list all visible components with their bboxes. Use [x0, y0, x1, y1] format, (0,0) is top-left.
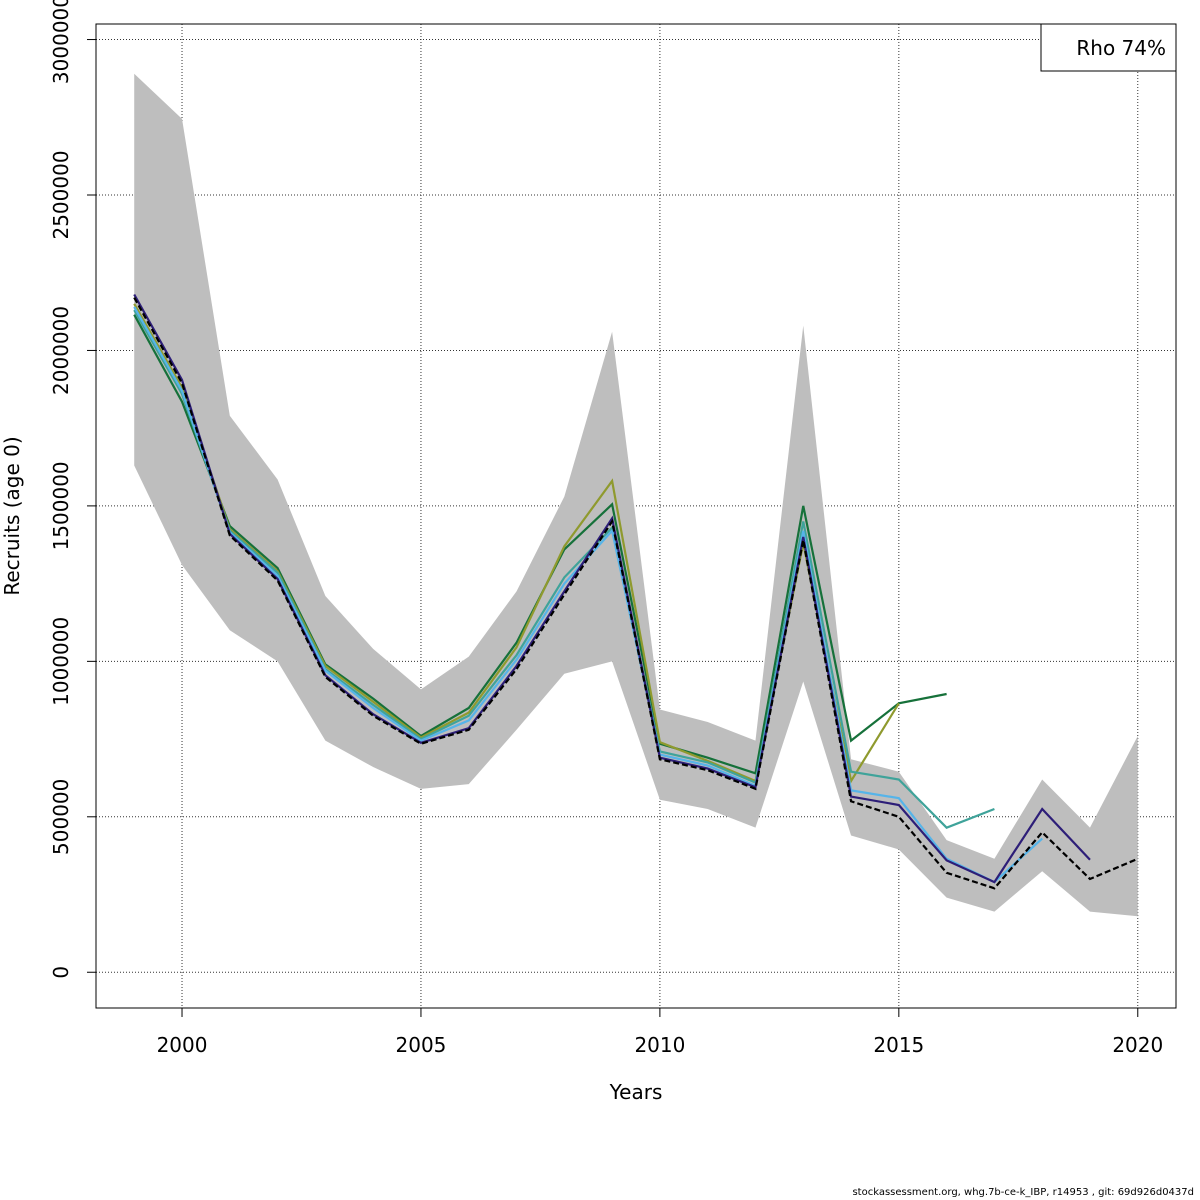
y-tick-label: 2000000 — [49, 306, 73, 395]
confidence-band — [134, 73, 1138, 917]
series-line-3 — [133, 306, 1043, 884]
confidence-band-area — [134, 73, 1138, 917]
grid — [96, 24, 1176, 1008]
legend-box — [1040, 23, 1177, 72]
axes: 2000 2005 2010 2015 2020 0 500000 1000000 150000… — [49, 0, 1163, 1057]
series-line-1 — [133, 297, 1139, 890]
footer-source: stockassessment.org, whg.7b-ce-k_IBP, r1… — [852, 1187, 1194, 1198]
series-lines — [133, 293, 1139, 890]
x-tick-label: 2000 — [157, 1033, 208, 1057]
plot-frame — [95, 23, 1177, 1009]
x-tick-label: 2010 — [634, 1033, 685, 1057]
x-axis-title: Years — [609, 1080, 663, 1104]
y-tick-label: 1500000 — [49, 461, 73, 550]
x-tick-label: 2020 — [1112, 1033, 1163, 1057]
y-tick-label: 3000000 — [49, 0, 73, 84]
y-tick-label: 0 — [49, 966, 73, 979]
y-axis-title: Recruits (age 0) — [0, 436, 24, 595]
x-tick-label: 2005 — [396, 1033, 447, 1057]
y-tick-label: 2500000 — [49, 150, 73, 239]
legend-rho-label: Rho 74% — [1076, 36, 1166, 60]
legend: Rho 74% — [1040, 23, 1177, 72]
x-tick-label: 2015 — [873, 1033, 924, 1057]
y-tick-label: 1000000 — [49, 617, 73, 706]
y-tick-label: 500000 — [49, 779, 73, 855]
series-line-4 — [133, 309, 995, 829]
series-line-2 — [133, 293, 1091, 884]
